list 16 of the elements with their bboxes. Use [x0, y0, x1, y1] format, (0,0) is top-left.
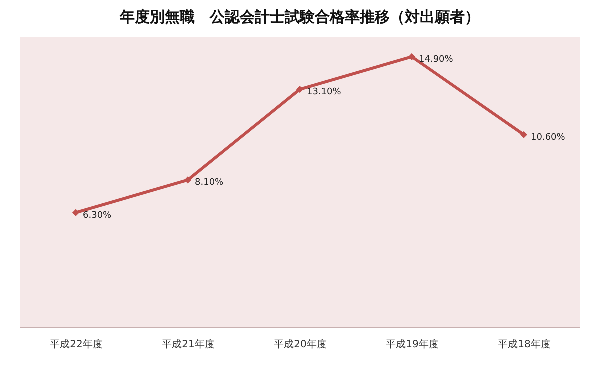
x-tick-label: 平成20年度: [274, 338, 327, 350]
data-label: 14.90%: [419, 54, 454, 65]
data-label: 13.10%: [307, 88, 342, 98]
data-label: 10.60%: [531, 132, 566, 143]
point: [184, 176, 192, 184]
data-label: 8.10%: [195, 178, 224, 188]
x-tick-label: 平成22年度: [50, 338, 103, 350]
point: [408, 53, 416, 60]
x-tick-label: 平成18年度: [498, 338, 551, 350]
chart-title: 年度別無職 公認会計士試験合格率推移（対出願者）: [119, 8, 480, 26]
x-tick-label: 平成19年度: [386, 338, 439, 350]
x-tick-label: 平成21年度: [162, 338, 215, 350]
point: [296, 86, 304, 94]
point: [520, 131, 528, 138]
data-label: 6.30%: [83, 210, 112, 221]
point: [72, 209, 80, 216]
